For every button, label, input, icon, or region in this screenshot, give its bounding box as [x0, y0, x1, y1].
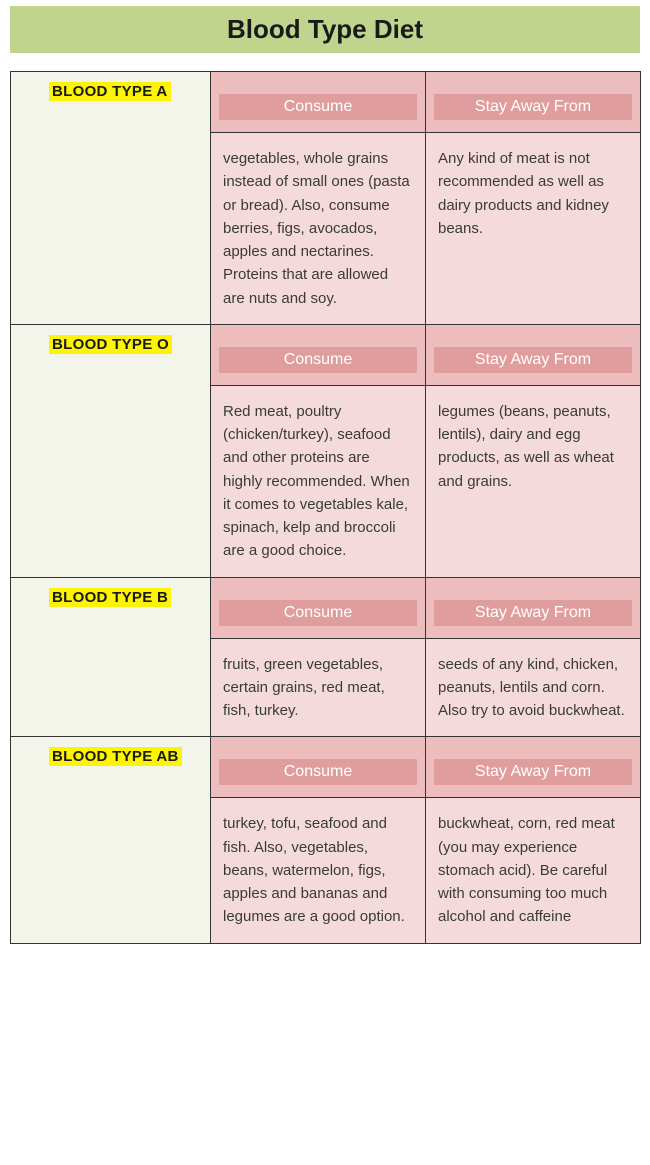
- blood-type-cell: BLOOD TYPE AB: [11, 737, 211, 943]
- consume-header-cell: Consume: [211, 324, 426, 385]
- consume-header: Consume: [219, 347, 417, 373]
- avoid-header: Stay Away From: [434, 759, 632, 785]
- avoid-header-cell: Stay Away From: [426, 72, 641, 133]
- avoid-body: legumes (beans, peanuts, lentils), dairy…: [426, 385, 641, 577]
- avoid-header: Stay Away From: [434, 600, 632, 626]
- consume-header: Consume: [219, 759, 417, 785]
- consume-body: Red meat, poultry (chicken/turkey), seaf…: [211, 385, 426, 577]
- avoid-body: Any kind of meat is not recommended as w…: [426, 133, 641, 325]
- blood-type-cell: BLOOD TYPE B: [11, 577, 211, 737]
- consume-header-cell: Consume: [211, 737, 426, 798]
- avoid-header: Stay Away From: [434, 94, 632, 120]
- blood-type-label: BLOOD TYPE O: [49, 335, 172, 354]
- avoid-header: Stay Away From: [434, 347, 632, 373]
- blood-type-cell: BLOOD TYPE A: [11, 72, 211, 325]
- blood-type-cell: BLOOD TYPE O: [11, 324, 211, 577]
- avoid-header-cell: Stay Away From: [426, 324, 641, 385]
- blood-type-label: BLOOD TYPE A: [49, 82, 171, 101]
- page-title: Blood Type Diet: [10, 6, 640, 53]
- consume-body: fruits, green vegetables, certain grains…: [211, 638, 426, 737]
- diet-table: BLOOD TYPE A Consume Stay Away From vegetab…: [10, 71, 641, 944]
- avoid-body: buckwheat, corn, red meat (you may exper…: [426, 798, 641, 943]
- consume-header-cell: Consume: [211, 72, 426, 133]
- avoid-body: seeds of any kind, chicken, peanuts, len…: [426, 638, 641, 737]
- blood-type-label: BLOOD TYPE AB: [49, 747, 182, 766]
- consume-body: vegetables, whole grains instead of smal…: [211, 133, 426, 325]
- consume-header: Consume: [219, 600, 417, 626]
- consume-header-cell: Consume: [211, 577, 426, 638]
- consume-header: Consume: [219, 94, 417, 120]
- avoid-header-cell: Stay Away From: [426, 737, 641, 798]
- blood-type-label: BLOOD TYPE B: [49, 588, 171, 607]
- avoid-header-cell: Stay Away From: [426, 577, 641, 638]
- consume-body: turkey, tofu, seafood and fish. Also, ve…: [211, 798, 426, 943]
